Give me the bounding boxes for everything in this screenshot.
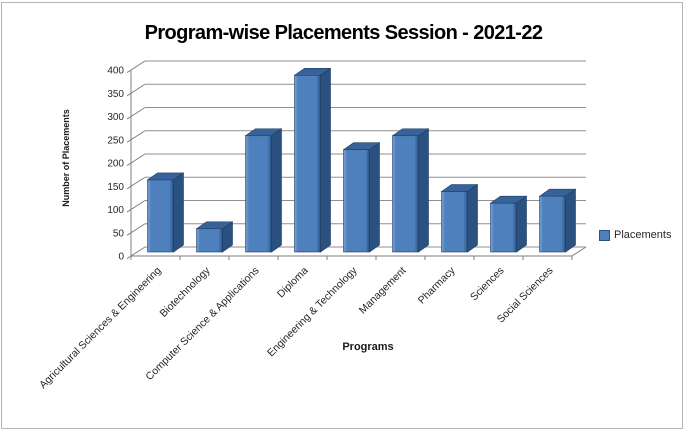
y-tick-label: 400 <box>107 66 124 77</box>
x-category-label: Management <box>357 265 409 317</box>
legend-swatch-icon <box>599 229 610 241</box>
y-tick-label: 150 <box>107 182 124 193</box>
y-tick-label: 100 <box>107 205 124 216</box>
x-category-label: Diploma <box>275 265 311 301</box>
bar-side-engineering-technology <box>369 142 380 253</box>
legend: Placements <box>599 229 671 241</box>
y-tick-label: 0 <box>118 252 124 263</box>
x-axis-title: Programs <box>342 341 394 353</box>
bar-side-pharmacy <box>467 183 478 253</box>
y-tick-connector <box>126 130 146 143</box>
x-category-label: Sciences <box>468 265 507 304</box>
x-category-label: Pharmacy <box>416 264 458 306</box>
y-tick-connector <box>126 223 146 236</box>
bar-side-diploma <box>320 67 331 253</box>
x-category-label: Biotechnology <box>157 264 213 320</box>
bar-side-management <box>418 128 429 253</box>
y-tick-label: 300 <box>107 112 124 123</box>
y-axis-title: Number of Placements <box>61 109 71 207</box>
bar-social-sciences <box>539 195 566 253</box>
bar-side-agricultural-sciences-engineering <box>173 172 184 253</box>
y-tick-connector <box>126 176 146 190</box>
bar-engineering-technology <box>343 149 370 253</box>
bar-side-sciences <box>516 195 527 253</box>
bar-diploma <box>294 75 321 253</box>
y-tick-label: 350 <box>107 89 124 100</box>
y-tick-connector <box>126 107 146 120</box>
bar-pharmacy <box>441 191 468 253</box>
y-tick-connector <box>126 60 146 74</box>
y-tick-label: 200 <box>107 159 124 170</box>
y-tick-label: 50 <box>113 228 125 239</box>
bar-computer-science-applications <box>245 135 272 253</box>
floor-right-edge <box>571 246 587 257</box>
bar-sciences <box>490 202 517 253</box>
y-tick-connector <box>126 246 146 260</box>
bar-side-computer-science-applications <box>271 128 282 253</box>
bar-side-social-sciences <box>565 188 576 253</box>
bar-management <box>392 135 419 253</box>
bar-biotechnology <box>196 228 223 253</box>
y-tick-connector <box>126 200 146 213</box>
y-tick-connector <box>126 153 146 167</box>
bar-agricultural-sciences-engineering <box>147 179 174 253</box>
y-tick-connector <box>126 83 146 97</box>
chart-title: Program-wise Placements Session - 2021-2… <box>144 22 543 44</box>
legend-label: Placements <box>614 229 672 241</box>
y-tick-label: 250 <box>107 135 124 146</box>
